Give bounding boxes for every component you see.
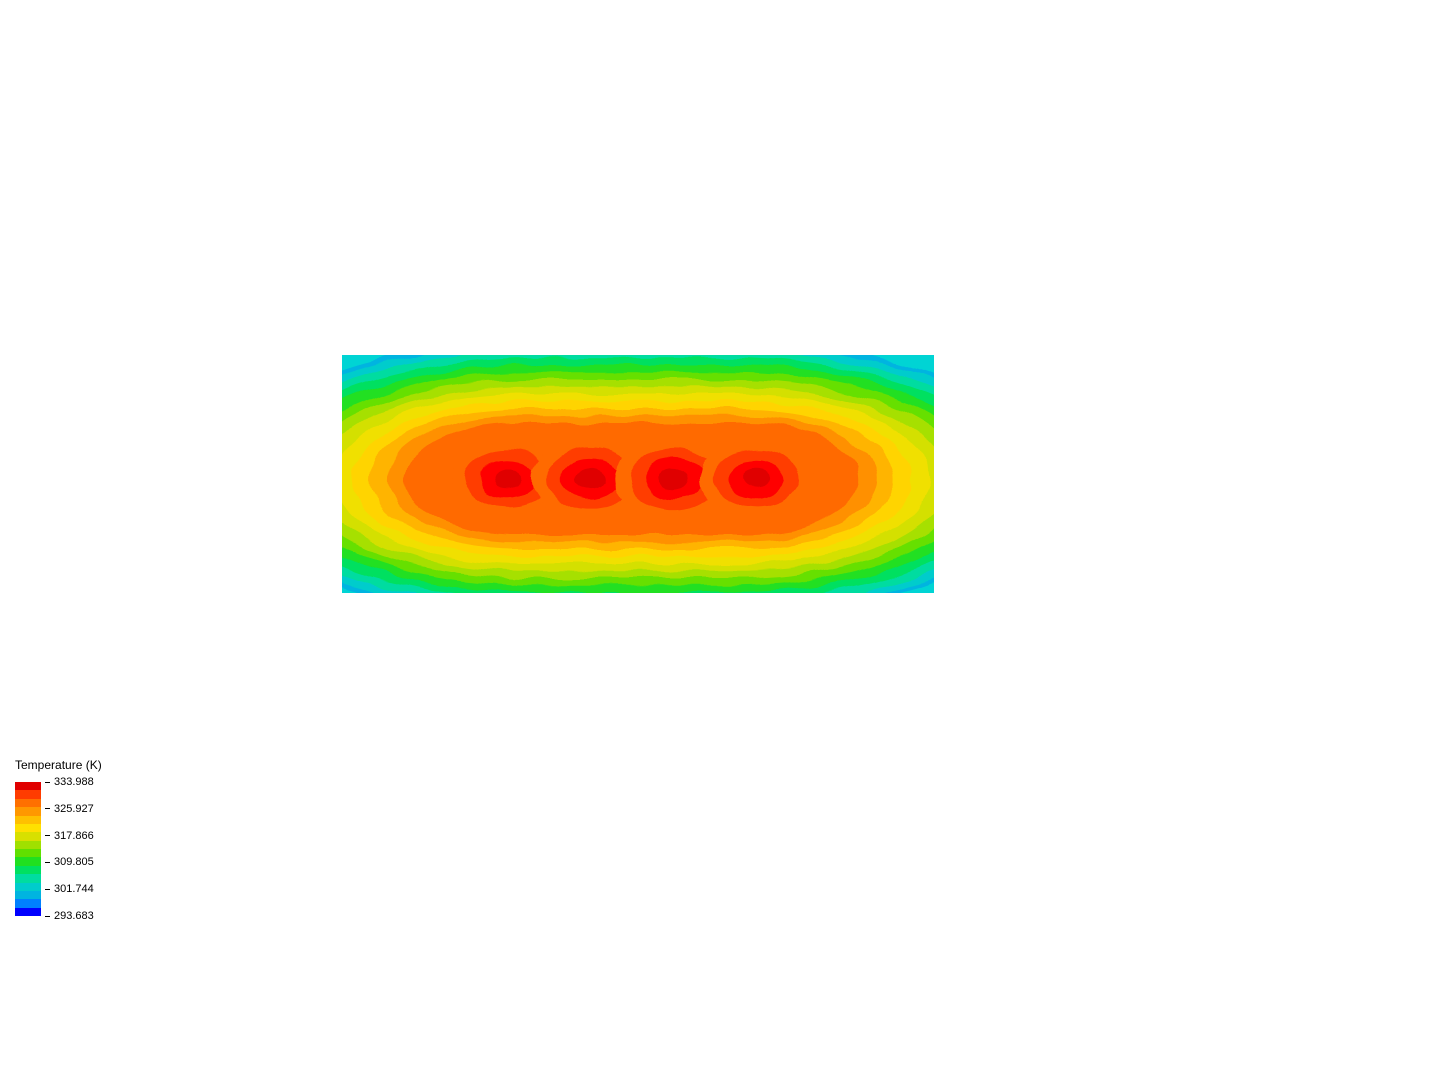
legend-title: Temperature (K) (15, 758, 102, 772)
legend-swatch (15, 816, 41, 824)
legend-tick: 325.927 (45, 803, 94, 815)
color-legend: Temperature (K) 333.988 325.927 317.866 309… (15, 758, 102, 916)
legend-tick: 301.744 (45, 883, 94, 895)
legend-tick: 333.988 (45, 776, 94, 788)
legend-swatch (15, 782, 41, 790)
legend-swatch (15, 849, 41, 857)
legend-swatch (15, 857, 41, 865)
legend-tick: 309.805 (45, 856, 94, 868)
legend-body: 333.988325.927317.866309.805301.744293.6… (15, 782, 102, 916)
legend-swatch (15, 908, 41, 916)
legend-swatch (15, 790, 41, 798)
legend-swatch (15, 866, 41, 874)
legend-swatch (15, 807, 41, 815)
legend-swatch (15, 799, 41, 807)
legend-swatch (15, 841, 41, 849)
legend-swatch (15, 891, 41, 899)
legend-swatch (15, 899, 41, 907)
legend-colorbar (15, 782, 41, 916)
temperature-contour-plot (342, 355, 934, 593)
legend-tick: 293.683 (45, 910, 94, 922)
legend-tick: 317.866 (45, 830, 94, 842)
legend-swatch (15, 824, 41, 832)
legend-swatch (15, 874, 41, 882)
legend-swatch (15, 832, 41, 840)
legend-swatch (15, 883, 41, 891)
